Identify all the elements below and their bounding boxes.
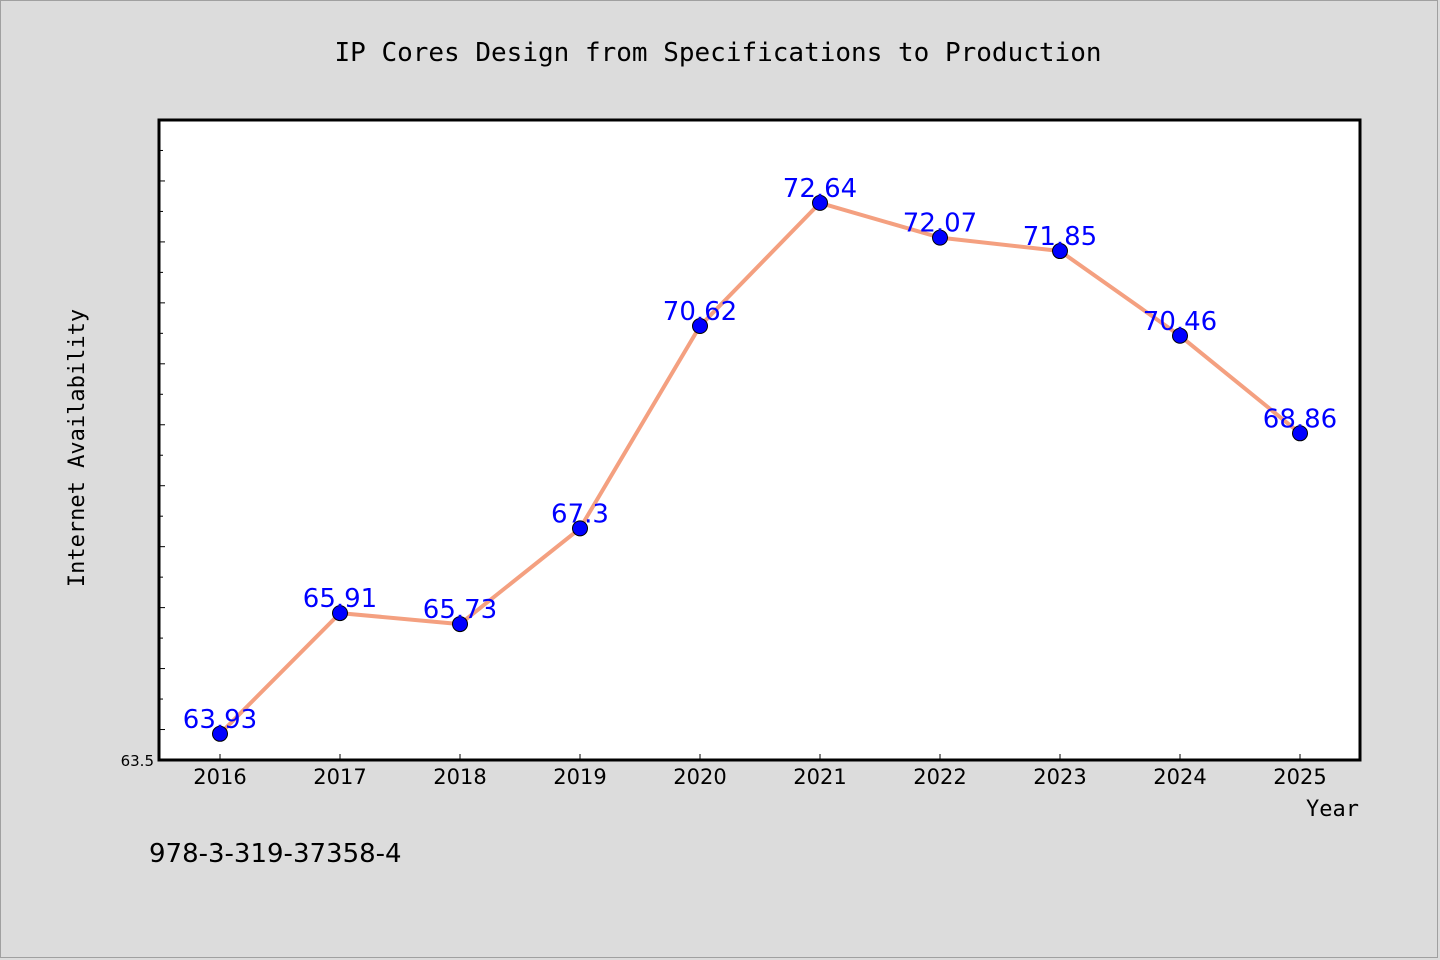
x-tick-label: 2019 — [553, 765, 606, 789]
x-axis-title: Year — [1306, 797, 1359, 822]
x-tick-label: 2016 — [193, 765, 246, 789]
data-point — [572, 520, 588, 537]
plot-border — [157, 118, 1362, 762]
data-labels: 63.93 65.91 65.73 67.3 70.62 72.64 72.07 71.85 7… — [183, 174, 1337, 735]
y-tick-label: 63.5 — [121, 752, 154, 770]
series-layer — [212, 194, 1308, 742]
data-point — [692, 318, 708, 335]
data-label: 71.85 — [1023, 222, 1097, 252]
data-point — [1292, 425, 1308, 442]
data-point — [932, 229, 948, 246]
data-label: 72.07 — [903, 209, 977, 239]
data-point — [332, 605, 348, 622]
data-point — [1052, 243, 1068, 260]
data-label: 70.46 — [1143, 307, 1217, 337]
data-point — [1172, 327, 1188, 344]
plot-area — [159, 120, 1360, 760]
x-axis-ticks: 2016 2017 2018 2019 2020 2021 2022 2023 2024 2025 — [193, 754, 1327, 789]
data-label: 72.64 — [783, 174, 857, 204]
chart-title: IP Cores Design from Specifications to P… — [334, 38, 1101, 68]
series-line — [218, 200, 1302, 736]
x-tick-label: 2022 — [913, 765, 966, 789]
data-point — [452, 616, 468, 633]
x-tick-label: 2021 — [793, 765, 846, 789]
x-tick-label: 2017 — [313, 765, 366, 789]
data-point — [212, 725, 228, 742]
data-point — [812, 194, 828, 211]
data-label: 65.91 — [303, 584, 377, 614]
data-label: 67.3 — [551, 499, 609, 529]
data-label: 63.93 — [183, 705, 257, 735]
x-tick-label: 2024 — [1153, 765, 1206, 789]
x-tick-label: 2023 — [1033, 765, 1086, 789]
isbn-label: 978-3-319-37358-4 — [149, 839, 402, 869]
data-label: 68.86 — [1263, 404, 1337, 434]
x-tick-label: 2025 — [1273, 765, 1326, 789]
y-axis-title: Internet Availability — [65, 309, 90, 587]
data-label: 70.62 — [663, 297, 737, 327]
x-tick-label: 2018 — [433, 765, 486, 789]
x-tick-label: 2020 — [673, 765, 726, 789]
data-label: 65.73 — [423, 595, 497, 625]
